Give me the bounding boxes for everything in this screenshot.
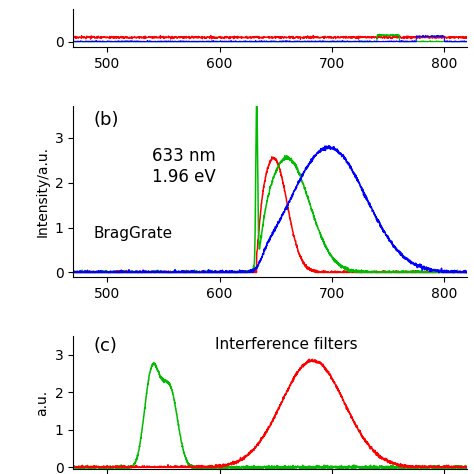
Text: 633 nm
1.96 eV: 633 nm 1.96 eV xyxy=(152,147,216,186)
Y-axis label: a.u.: a.u. xyxy=(36,390,49,416)
Text: (c): (c) xyxy=(93,337,117,356)
Text: Interference filters: Interference filters xyxy=(215,337,358,353)
Y-axis label: Intensity/a.u.: Intensity/a.u. xyxy=(36,146,49,237)
Text: (b): (b) xyxy=(93,111,118,129)
Text: BragGrate: BragGrate xyxy=(93,226,172,241)
